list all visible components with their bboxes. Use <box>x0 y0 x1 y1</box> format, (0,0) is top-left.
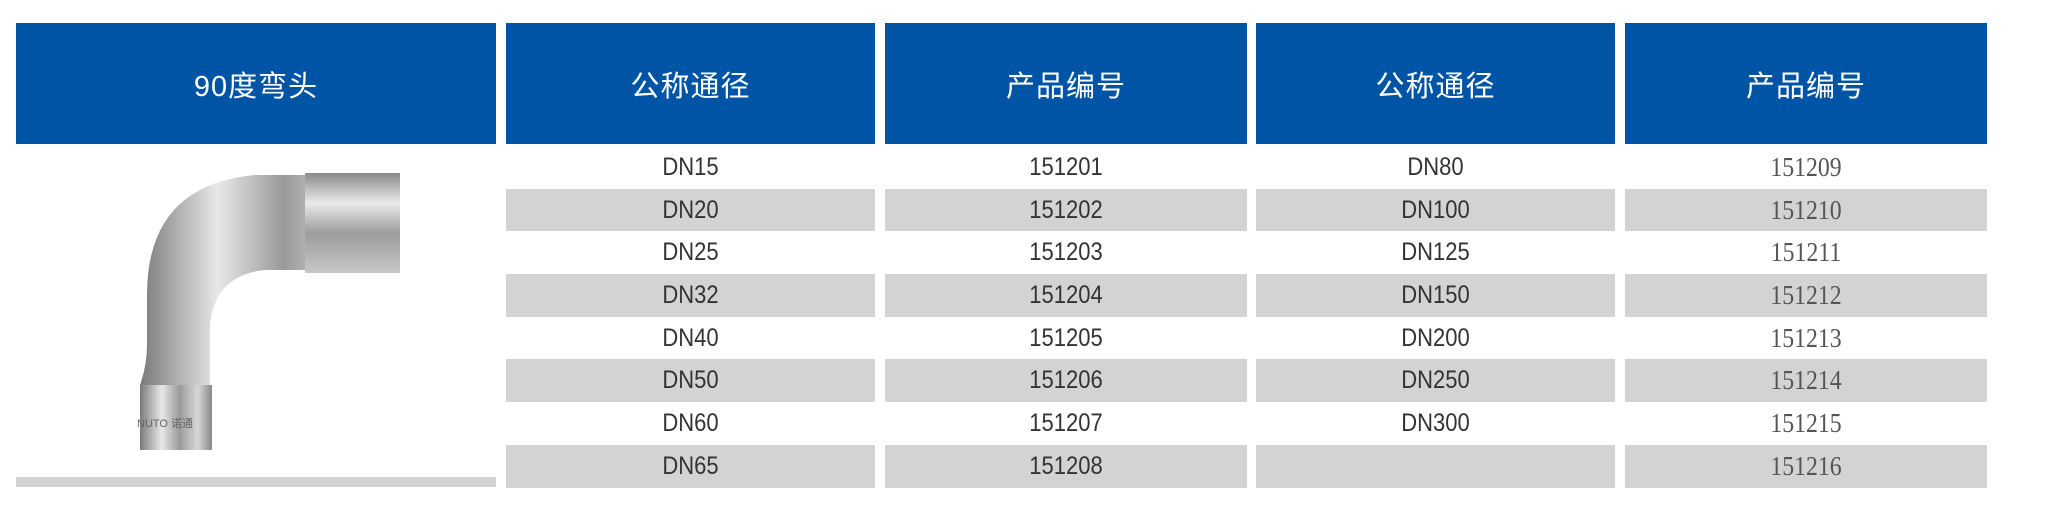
table-row: 151215 <box>1625 402 1987 445</box>
table-row: 151205 <box>885 317 1247 360</box>
table-row: DN25 <box>506 231 875 274</box>
code-cell: 151203 <box>1029 238 1103 267</box>
table-row: DN15 <box>506 146 875 189</box>
nominal-column-1: DN15 DN20 DN25 DN32 DN40 DN50 DN60 DN65 <box>506 146 875 488</box>
table-row: 151211 <box>1625 231 1987 274</box>
code-cell: 151213 <box>1770 322 1842 353</box>
code-cell: 151205 <box>1029 323 1103 352</box>
table-row: DN125 <box>1256 231 1615 274</box>
table-row: DN200 <box>1256 317 1615 360</box>
table-row: DN60 <box>506 402 875 445</box>
nominal-cell: DN25 <box>662 238 719 267</box>
code-cell: 151207 <box>1029 408 1103 437</box>
nominal-cell: DN150 <box>1401 280 1470 309</box>
nominal-column-2: DN80 DN100 DN125 DN150 DN200 DN250 DN300 <box>1256 146 1615 488</box>
code-cell: 151215 <box>1770 407 1842 438</box>
nominal-cell: DN125 <box>1401 238 1470 267</box>
header-nominal-diameter-2: 公称通径 <box>1256 23 1615 144</box>
code-cell: 151208 <box>1029 451 1103 480</box>
table-row: 151201 <box>885 146 1247 189</box>
code-cell: 151214 <box>1770 365 1842 396</box>
nominal-cell: DN15 <box>662 152 719 181</box>
table-row: 151203 <box>885 231 1247 274</box>
code-cell: 151210 <box>1770 194 1842 225</box>
table-row: DN150 <box>1256 274 1615 317</box>
table-row: DN20 <box>506 188 875 232</box>
table-row: 151207 <box>885 402 1247 445</box>
code-cell: 151202 <box>1029 195 1103 224</box>
table-row: 151202 <box>885 188 1247 232</box>
code-column-1: 151201 151202 151203 151204 151205 15120… <box>885 146 1247 488</box>
table-row: 151213 <box>1625 317 1987 360</box>
nominal-cell <box>1278 445 1594 488</box>
nominal-cell: DN20 <box>662 195 719 224</box>
header-product-code-1: 产品编号 <box>885 23 1247 144</box>
header-product-code-2: 产品编号 <box>1625 23 1987 144</box>
stripe-bar <box>16 477 496 487</box>
nominal-cell: DN200 <box>1401 323 1470 352</box>
code-cell: 151216 <box>1770 450 1842 481</box>
table-row: 151210 <box>1625 188 1987 232</box>
table-row: DN50 <box>506 359 875 403</box>
table-row: 151204 <box>885 274 1247 317</box>
nominal-cell: DN32 <box>662 280 719 309</box>
table-row: DN300 <box>1256 402 1615 445</box>
nominal-cell: DN60 <box>662 408 719 437</box>
code-column-2: 151209 151210 151211 151212 151213 15121… <box>1625 146 1987 488</box>
nominal-cell: DN80 <box>1407 152 1464 181</box>
code-cell: 151211 <box>1770 237 1842 268</box>
nominal-cell: DN50 <box>662 366 719 395</box>
table-row: DN80 <box>1256 146 1615 189</box>
table-row: 151212 <box>1625 274 1987 317</box>
table-row <box>1256 444 1615 488</box>
code-cell: 151201 <box>1029 152 1103 181</box>
elbow-90-pipe-image: NUTO 诺通 <box>137 173 400 450</box>
table-row: 151216 <box>1625 444 1987 488</box>
table-row: DN40 <box>506 317 875 360</box>
table-row: 151214 <box>1625 359 1987 403</box>
nominal-cell: DN300 <box>1401 408 1470 437</box>
table-row: 151209 <box>1625 146 1987 189</box>
table-row: DN100 <box>1256 188 1615 232</box>
table-row: DN65 <box>506 444 875 488</box>
code-cell: 151209 <box>1770 151 1842 182</box>
table-row: DN250 <box>1256 359 1615 403</box>
nominal-cell: DN65 <box>662 451 719 480</box>
table-row: 151206 <box>885 359 1247 403</box>
nominal-cell: DN250 <box>1401 366 1470 395</box>
watermark: NUTO 诺通 <box>137 417 193 430</box>
code-cell: 151212 <box>1770 279 1842 310</box>
nominal-cell: DN40 <box>662 323 719 352</box>
header-product-name: 90度弯头 <box>16 23 496 144</box>
table-row: DN32 <box>506 274 875 317</box>
header-nominal-diameter-1: 公称通径 <box>506 23 875 144</box>
code-cell: 151206 <box>1029 366 1103 395</box>
table-row: 151208 <box>885 444 1247 488</box>
code-cell: 151204 <box>1029 280 1103 309</box>
nominal-cell: DN100 <box>1401 195 1470 224</box>
